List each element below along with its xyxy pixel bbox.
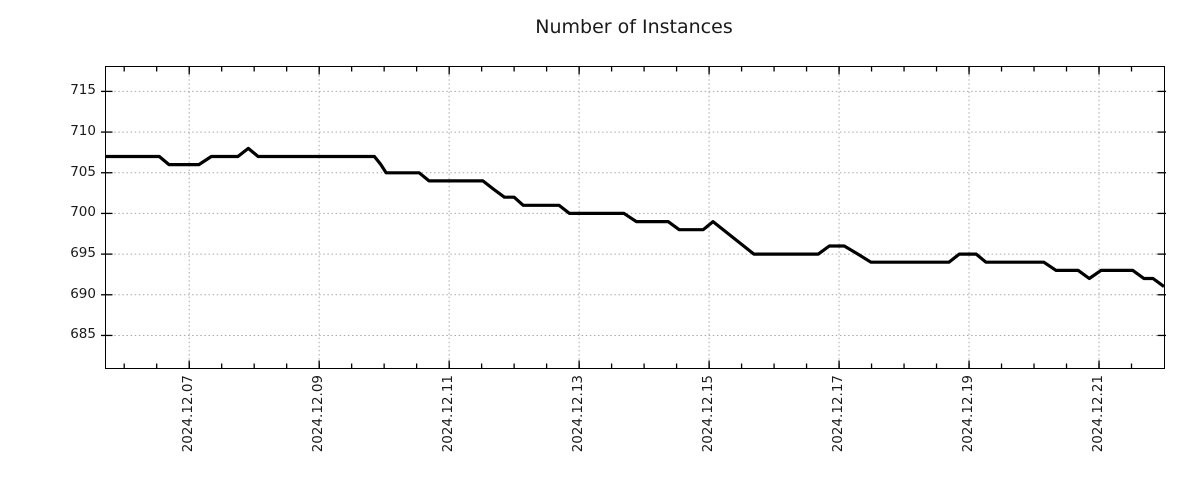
y-tick-label: 705 — [70, 163, 96, 180]
x-tick-label: 2024.12.17 — [830, 375, 847, 453]
y-tick-label: 710 — [70, 123, 96, 140]
y-tick-label: 685 — [70, 326, 96, 343]
y-tick-label: 715 — [70, 82, 96, 99]
x-tick-label: 2024.12.09 — [310, 375, 327, 453]
x-tick-label: 2024.12.11 — [440, 375, 457, 453]
x-tick-label: 2024.12.13 — [570, 375, 587, 453]
y-tick-label: 690 — [70, 285, 96, 302]
x-tick-label: 2024.12.19 — [960, 375, 977, 453]
chart-title: Number of Instances — [535, 16, 733, 38]
plot-area — [101, 66, 1166, 369]
y-tick-label: 695 — [70, 245, 96, 262]
x-tick-label: 2024.12.15 — [700, 375, 717, 453]
x-tick-label: 2024.12.21 — [1090, 375, 1106, 453]
x-tick-label: 2024.12.07 — [180, 375, 197, 453]
chart-svg — [101, 67, 1166, 368]
data-line-instances — [106, 146, 1165, 288]
y-tick-label: 700 — [70, 204, 96, 221]
